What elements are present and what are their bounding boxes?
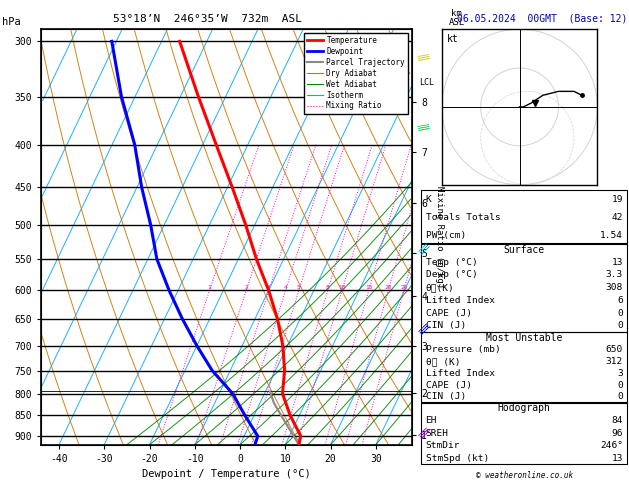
Text: 13: 13: [611, 454, 623, 463]
Y-axis label: Mixing Ratio (g/kg): Mixing Ratio (g/kg): [435, 186, 443, 288]
Text: 20: 20: [384, 285, 392, 290]
Text: hPa: hPa: [2, 17, 21, 27]
Text: ≡≡: ≡≡: [416, 52, 431, 65]
Text: CIN (J): CIN (J): [426, 321, 466, 330]
Text: SREH: SREH: [426, 429, 448, 438]
Text: kt: kt: [447, 34, 458, 44]
Text: 0: 0: [617, 321, 623, 330]
Text: Surface: Surface: [504, 244, 545, 255]
Text: 06.05.2024  00GMT  (Base: 12): 06.05.2024 00GMT (Base: 12): [457, 14, 627, 24]
Text: 6: 6: [617, 296, 623, 305]
Text: 2: 2: [244, 285, 248, 290]
Text: 0: 0: [617, 309, 623, 317]
Text: 0: 0: [617, 381, 623, 390]
Text: 0: 0: [617, 392, 623, 401]
Text: Lifted Index: Lifted Index: [426, 296, 494, 305]
Text: CIN (J): CIN (J): [426, 392, 466, 401]
X-axis label: Dewpoint / Temperature (°C): Dewpoint / Temperature (°C): [142, 469, 311, 479]
Bar: [421, 332, 627, 402]
Text: ≡≡: ≡≡: [416, 321, 433, 337]
Bar: [421, 403, 627, 464]
Legend: Temperature, Dewpoint, Parcel Trajectory, Dry Adiabat, Wet Adiabat, Isotherm, Mi: Temperature, Dewpoint, Parcel Trajectory…: [304, 33, 408, 114]
Text: 8: 8: [326, 285, 330, 290]
Text: 96: 96: [611, 429, 623, 438]
Text: CAPE (J): CAPE (J): [426, 381, 472, 390]
Text: CAPE (J): CAPE (J): [426, 309, 472, 317]
Text: ≡≡: ≡≡: [416, 122, 431, 134]
Text: Most Unstable: Most Unstable: [486, 333, 562, 343]
Text: 3.3: 3.3: [606, 270, 623, 279]
Text: 650: 650: [606, 345, 623, 354]
Text: 84: 84: [611, 416, 623, 425]
Bar: [421, 190, 627, 243]
Text: 42: 42: [611, 213, 623, 222]
Text: PW (cm): PW (cm): [426, 231, 466, 240]
Text: Temp (°C): Temp (°C): [426, 258, 477, 267]
Text: 10: 10: [338, 285, 346, 290]
Text: 13: 13: [611, 258, 623, 267]
Text: ≡≡: ≡≡: [416, 241, 433, 257]
Text: ≡≡: ≡≡: [416, 424, 433, 441]
Text: 246°: 246°: [600, 441, 623, 450]
Text: 53°18’N  246°35’W  732m  ASL: 53°18’N 246°35’W 732m ASL: [113, 14, 302, 24]
Text: 25: 25: [400, 285, 408, 290]
Text: 5: 5: [297, 285, 301, 290]
Text: 15: 15: [365, 285, 372, 290]
Text: Pressure (mb): Pressure (mb): [426, 345, 500, 354]
Text: Totals Totals: Totals Totals: [426, 213, 500, 222]
Text: Hodograph: Hodograph: [498, 403, 551, 413]
Text: θᴄ(K): θᴄ(K): [426, 283, 454, 292]
Text: StmDir: StmDir: [426, 441, 460, 450]
Text: StmSpd (kt): StmSpd (kt): [426, 454, 489, 463]
Text: 3: 3: [267, 285, 270, 290]
Text: θᴄ (K): θᴄ (K): [426, 357, 460, 366]
Text: © weatheronline.co.uk: © weatheronline.co.uk: [476, 470, 573, 480]
Text: 19: 19: [611, 195, 623, 204]
Text: Dewp (°C): Dewp (°C): [426, 270, 477, 279]
Text: km
ASL: km ASL: [448, 9, 465, 27]
Text: LCL: LCL: [420, 78, 435, 87]
Text: 3: 3: [617, 369, 623, 378]
Text: Lifted Index: Lifted Index: [426, 369, 494, 378]
Text: K: K: [426, 195, 431, 204]
Text: EH: EH: [426, 416, 437, 425]
Text: 308: 308: [606, 283, 623, 292]
Text: 1: 1: [208, 285, 211, 290]
Text: 312: 312: [606, 357, 623, 366]
Bar: [421, 244, 627, 331]
Text: 4: 4: [284, 285, 287, 290]
Text: 1.54: 1.54: [600, 231, 623, 240]
